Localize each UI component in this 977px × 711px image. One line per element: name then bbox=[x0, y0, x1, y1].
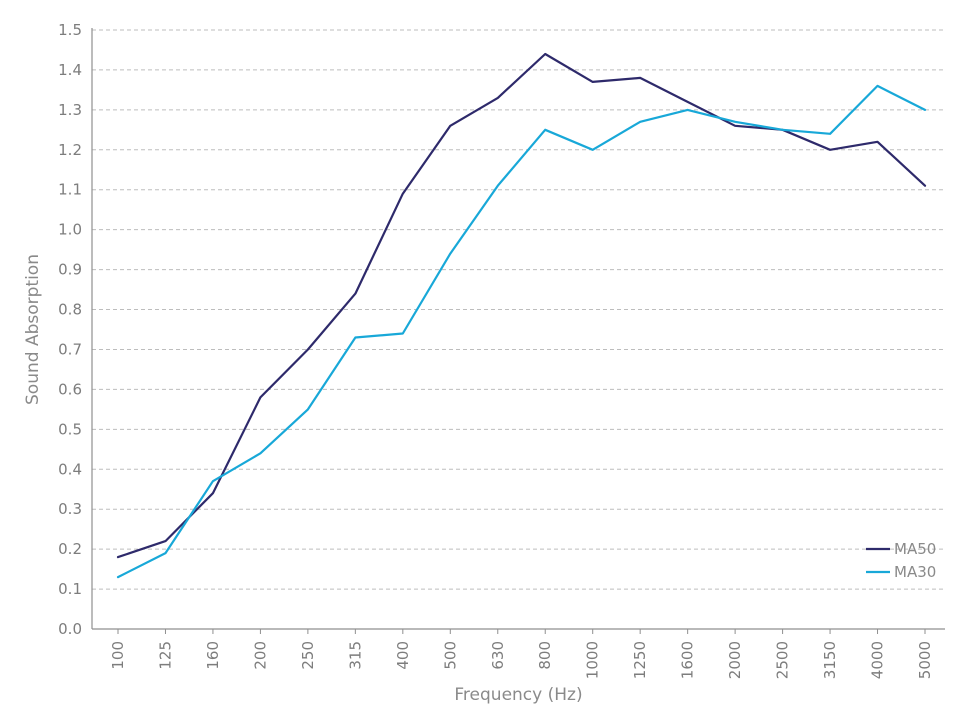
x-tick-label: 160 bbox=[204, 641, 222, 670]
series-line-ma50 bbox=[116, 52, 927, 559]
y-tick-label: 0.3 bbox=[58, 500, 82, 518]
series-line-ma30 bbox=[116, 84, 927, 579]
x-tick-label: 250 bbox=[299, 641, 317, 670]
x-tick-label: 100 bbox=[109, 641, 127, 670]
y-tick-label: 0.7 bbox=[58, 340, 82, 358]
x-tick-label: 125 bbox=[156, 641, 174, 670]
y-tick-label: 1.2 bbox=[58, 141, 82, 159]
legend-item-ma50: MA50 bbox=[866, 540, 936, 558]
legend: MA50 MA30 bbox=[866, 540, 936, 581]
y-tick-label: 1.4 bbox=[58, 61, 82, 79]
y-tick-label: 0.9 bbox=[58, 261, 82, 279]
legend-label: MA30 bbox=[894, 563, 936, 581]
legend-label: MA50 bbox=[894, 540, 936, 558]
x-tick-label: 800 bbox=[536, 641, 554, 670]
x-tick-label: 630 bbox=[489, 641, 507, 670]
x-tick-labels: 100 125 160 200 250 315 400 500 630 800 1000 1250 16… bbox=[109, 629, 934, 679]
y-tick-label: 1.5 bbox=[58, 21, 82, 39]
x-tick-label: 400 bbox=[394, 641, 412, 670]
x-tick-label: 2500 bbox=[774, 641, 792, 679]
x-tick-label: 500 bbox=[441, 641, 459, 670]
x-tick-label: 4000 bbox=[869, 641, 887, 679]
y-tick-label: 0.4 bbox=[58, 460, 82, 478]
series-lines bbox=[116, 52, 927, 579]
y-tick-label: 0.1 bbox=[58, 580, 82, 598]
y-tick-label: 0.0 bbox=[58, 620, 82, 638]
y-tick-labels: 0.0 0.1 0.2 0.3 0.4 0.5 0.6 0.7 0.8 0.9 1.0 1.1 1.2 1… bbox=[58, 21, 82, 638]
y-tick-label: 0.8 bbox=[58, 301, 82, 319]
y-tick-label: 0.5 bbox=[58, 420, 82, 438]
x-tick-label: 5000 bbox=[916, 641, 934, 679]
grid-lines bbox=[92, 29, 945, 590]
x-tick-label: 1000 bbox=[584, 641, 602, 679]
y-tick-label: 1.0 bbox=[58, 221, 82, 239]
x-tick-label: 1250 bbox=[631, 641, 649, 679]
x-tick-label: 1600 bbox=[679, 641, 697, 679]
x-tick-label: 2000 bbox=[726, 641, 744, 679]
y-axis-title: Sound Absorption bbox=[23, 254, 43, 405]
y-tick-label: 0.2 bbox=[58, 540, 82, 558]
y-tick-label: 1.1 bbox=[58, 181, 82, 199]
y-tick-label: 1.3 bbox=[58, 101, 82, 119]
x-tick-label: 3150 bbox=[821, 641, 839, 679]
y-tick-label: 0.6 bbox=[58, 380, 82, 398]
x-tick-label: 200 bbox=[251, 641, 269, 670]
legend-item-ma30: MA30 bbox=[866, 563, 936, 581]
x-axis-title: Frequency (Hz) bbox=[454, 685, 582, 705]
x-tick-label: 315 bbox=[346, 641, 364, 670]
